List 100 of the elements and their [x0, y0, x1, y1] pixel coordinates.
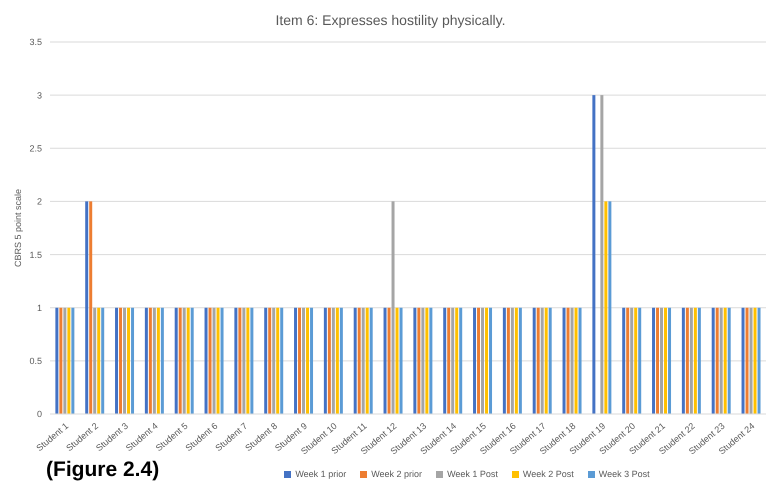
bar: [459, 308, 462, 414]
bar: [272, 308, 276, 414]
bar: [514, 308, 518, 414]
y-tick-label: 0.5: [29, 356, 42, 366]
bar: [220, 308, 224, 414]
bar: [417, 308, 420, 414]
bar: [268, 308, 272, 414]
bar: [264, 308, 268, 414]
bar: [310, 308, 314, 414]
bar: [622, 308, 626, 414]
bar: [148, 308, 152, 414]
text: (Figure 2.4): [46, 458, 160, 482]
bar: [477, 308, 480, 414]
bar: [425, 308, 428, 414]
bar: [280, 308, 284, 414]
y-tick-label: 2: [36, 196, 42, 207]
bar: [562, 308, 566, 414]
bar: [608, 201, 612, 414]
bar: [592, 95, 596, 414]
bar: [652, 308, 656, 414]
bar: [570, 308, 574, 414]
bar: [544, 308, 548, 414]
legend-label: Week 2 prior: [371, 469, 422, 479]
bar: [600, 95, 604, 414]
bar: [413, 308, 416, 414]
bar: [481, 308, 484, 414]
bar: [89, 201, 92, 414]
bar: [447, 308, 450, 414]
bar: [518, 308, 522, 414]
bar: [306, 308, 310, 414]
bar: [392, 201, 395, 414]
bar: [489, 308, 492, 414]
bar: [242, 308, 246, 414]
bar: [750, 308, 753, 414]
bar: [638, 308, 642, 414]
bar: [712, 308, 715, 414]
bar: [328, 308, 331, 414]
bar: [208, 308, 212, 414]
bar: [340, 308, 343, 414]
bar: [358, 308, 361, 414]
bar: [302, 308, 306, 414]
bar: [656, 308, 660, 414]
bar: [540, 308, 544, 414]
bar: [429, 308, 432, 414]
bar: [548, 308, 552, 414]
bar: [332, 308, 335, 414]
bar: [71, 308, 74, 414]
bar: [634, 308, 638, 414]
bar: [604, 201, 608, 414]
bar: [400, 308, 403, 414]
y-tick-label: 0: [36, 409, 42, 420]
bar: [131, 308, 134, 414]
bar: [160, 308, 164, 414]
bar: [742, 308, 745, 414]
bar: [720, 308, 723, 414]
bar: [93, 308, 96, 414]
bar: [536, 308, 540, 414]
bar: [451, 308, 454, 414]
bar: [746, 308, 749, 414]
bar: [758, 308, 761, 414]
bar: [396, 308, 399, 414]
bar: [152, 308, 156, 414]
legend-label: Week 1 prior: [295, 469, 346, 479]
bar: [190, 308, 194, 414]
bar: [119, 308, 122, 414]
bar: [174, 308, 178, 414]
bar: [630, 308, 634, 414]
bar: [578, 308, 582, 414]
y-tick-label: 1: [36, 302, 42, 313]
bar: [388, 308, 391, 414]
bar: [123, 308, 126, 414]
bar: [127, 308, 130, 414]
bar: [626, 308, 630, 414]
bar: [510, 308, 514, 414]
bar: [690, 308, 693, 414]
bar: [506, 308, 510, 414]
bar: [324, 308, 327, 414]
bar: [115, 308, 118, 414]
bar: [532, 308, 536, 414]
bar: [664, 308, 668, 414]
bar: [485, 308, 488, 414]
bar: [421, 308, 424, 414]
bar: [298, 308, 302, 414]
bar: [724, 308, 727, 414]
bar: [216, 308, 220, 414]
bar: [574, 308, 578, 414]
bar: [502, 308, 506, 414]
y-tick-label: 2.5: [29, 143, 42, 154]
bar: [178, 308, 182, 414]
bar: [186, 308, 190, 414]
legend-label: Week 2 Post: [522, 469, 574, 479]
bar: [668, 308, 672, 414]
bar: [156, 308, 160, 414]
bar: [362, 308, 365, 414]
bar: [694, 308, 697, 414]
y-tick-label: 1.5: [29, 250, 42, 260]
bar: [384, 308, 387, 414]
bar: [366, 308, 369, 414]
bar: [250, 308, 254, 414]
bar: [336, 308, 339, 414]
